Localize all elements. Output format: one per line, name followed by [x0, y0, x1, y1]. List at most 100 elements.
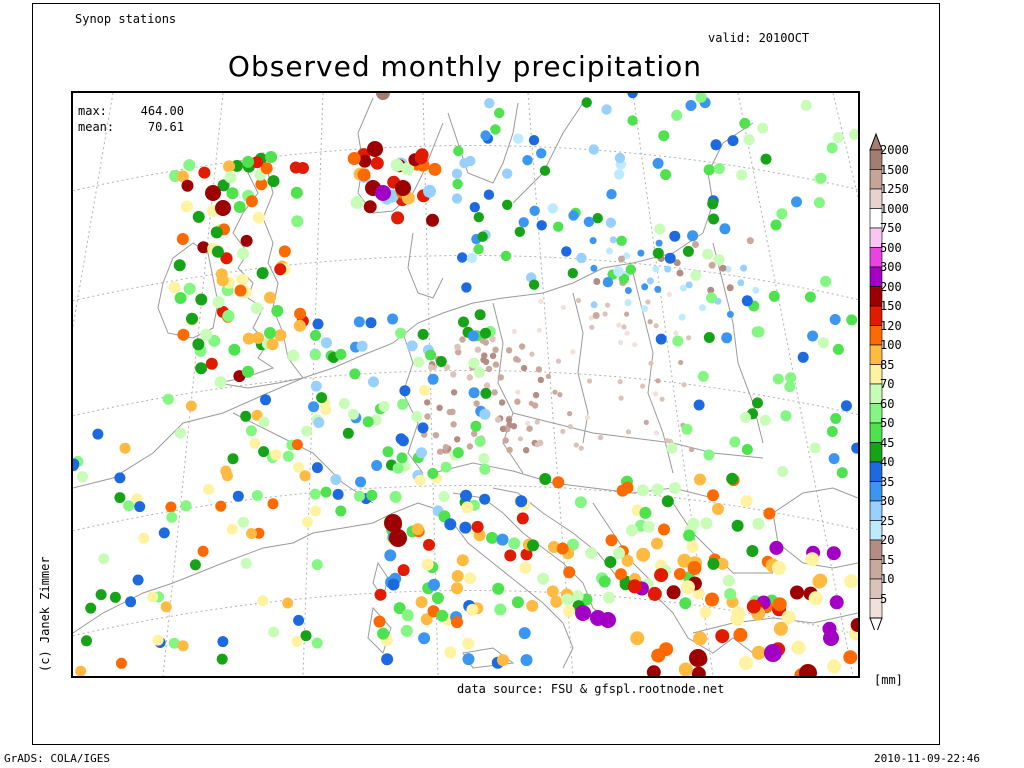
- station-marker: [807, 330, 819, 342]
- station-marker: [95, 589, 107, 601]
- station-marker: [296, 162, 309, 174]
- station-marker: [267, 498, 279, 510]
- station-marker: [464, 572, 477, 585]
- station-marker: [673, 568, 686, 580]
- station-marker: [373, 615, 386, 628]
- station-marker: [138, 532, 150, 544]
- station-marker: [367, 141, 383, 157]
- station-marker: [605, 217, 617, 228]
- station-marker: [486, 531, 498, 544]
- legend-level-label: 750: [880, 221, 902, 235]
- station-marker: [232, 490, 244, 502]
- station-marker: [109, 591, 121, 603]
- station-marker: [654, 285, 662, 293]
- station-marker: [177, 328, 190, 341]
- station-marker: [458, 316, 469, 328]
- station-marker: [473, 400, 480, 407]
- station-marker: [614, 568, 627, 581]
- station-marker: [588, 315, 594, 321]
- station-marker: [459, 336, 466, 343]
- footer-left: GrADS: COLA/IGES: [4, 752, 110, 765]
- station-marker: [371, 460, 383, 471]
- station-marker: [215, 200, 231, 216]
- station-marker: [496, 533, 509, 546]
- station-marker: [547, 203, 558, 214]
- station-marker: [535, 366, 543, 373]
- station-marker: [568, 210, 579, 221]
- station-marker: [176, 170, 189, 183]
- station-marker: [250, 302, 263, 315]
- station-marker: [226, 523, 238, 535]
- station-marker: [791, 640, 806, 655]
- station-marker: [415, 596, 428, 609]
- station-marker: [660, 169, 672, 181]
- station-marker: [227, 453, 239, 465]
- station-marker: [198, 166, 211, 179]
- station-marker: [528, 279, 540, 290]
- station-marker: [600, 612, 616, 628]
- station-marker: [581, 97, 592, 108]
- station-marker: [168, 637, 180, 649]
- station-marker: [282, 597, 294, 609]
- station-marker: [590, 301, 598, 309]
- station-marker: [428, 364, 435, 371]
- station-marker: [492, 346, 499, 353]
- station-marker: [492, 361, 500, 368]
- station-marker: [605, 534, 618, 547]
- station-marker: [256, 267, 269, 280]
- station-marker: [240, 234, 253, 247]
- station-marker: [123, 500, 135, 512]
- station-marker: [813, 197, 825, 209]
- station-marker: [700, 517, 713, 530]
- station-marker: [387, 578, 400, 591]
- station-marker: [311, 637, 323, 649]
- station-marker: [726, 472, 739, 485]
- station-marker: [260, 162, 273, 175]
- station-marker: [713, 254, 725, 266]
- station-marker: [502, 168, 513, 179]
- station-marker: [466, 374, 473, 381]
- station-marker: [466, 443, 474, 450]
- station-marker: [772, 597, 787, 612]
- station-marker: [310, 380, 322, 392]
- station-marker: [826, 426, 838, 437]
- lat-lon-grid: [73, 93, 858, 676]
- station-marker: [342, 427, 354, 439]
- legend-level-label: 20: [880, 533, 895, 547]
- station-marker: [616, 484, 629, 497]
- station-marker: [435, 356, 447, 367]
- station-markers: [73, 93, 858, 676]
- station-marker: [818, 337, 829, 349]
- station-marker: [771, 560, 786, 575]
- station-marker: [815, 172, 827, 184]
- station-marker: [75, 665, 87, 676]
- station-marker: [651, 537, 663, 550]
- station-marker: [492, 582, 505, 595]
- station-marker: [534, 442, 540, 448]
- station-marker: [760, 153, 772, 165]
- station-marker: [827, 659, 842, 674]
- station-marker: [320, 337, 332, 349]
- station-marker: [691, 666, 706, 676]
- station-marker: [450, 421, 457, 428]
- legend-level-label: 30: [880, 494, 895, 508]
- station-marker: [395, 433, 407, 445]
- station-marker: [85, 602, 97, 614]
- station-marker: [494, 416, 502, 423]
- station-marker: [693, 399, 705, 411]
- station-marker: [679, 597, 692, 610]
- station-marker: [777, 466, 789, 477]
- station-marker: [489, 352, 497, 359]
- station-marker: [217, 636, 229, 648]
- station-marker: [515, 357, 521, 363]
- station-marker: [627, 115, 638, 126]
- station-marker: [257, 595, 269, 607]
- station-marker: [563, 605, 575, 618]
- station-marker: [301, 516, 313, 528]
- station-marker: [200, 328, 213, 341]
- station-marker: [528, 135, 540, 146]
- station-marker: [805, 552, 820, 567]
- station-marker: [114, 472, 126, 484]
- station-marker: [350, 196, 364, 209]
- station-marker: [840, 400, 852, 412]
